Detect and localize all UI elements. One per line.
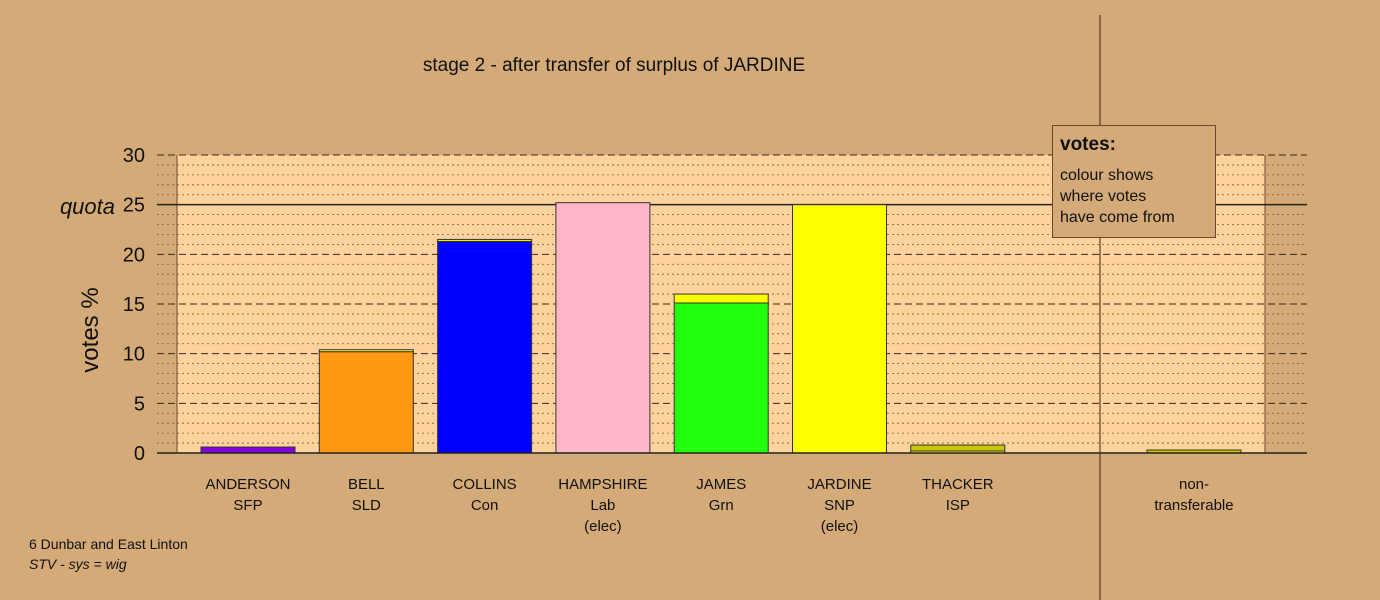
non-transferable-label: non- — [1179, 476, 1209, 493]
x-category-label: SFP — [233, 497, 262, 514]
bar-segment — [910, 444, 1006, 452]
x-category-label: SNP — [824, 497, 855, 514]
x-category-label: Con — [471, 497, 499, 514]
y-tick-label: 25 — [123, 195, 145, 217]
bar-segment — [792, 204, 887, 454]
bar-segment — [318, 351, 414, 454]
y-tick-label: 20 — [123, 244, 145, 266]
y-tick-label: 10 — [123, 344, 145, 366]
bar-segment — [673, 302, 769, 454]
bar-segment — [555, 202, 651, 454]
bar-segment — [673, 293, 769, 304]
legend-line: have come from — [1060, 209, 1175, 226]
x-category-label: HAMPSHIRE — [558, 476, 647, 493]
x-category-label: ISP — [946, 497, 970, 514]
x-category-label: JARDINE — [807, 476, 871, 493]
legend-title: votes: — [1060, 134, 1116, 155]
plot-area: 0 5 10 15 20 25 30 ANDERSON SFP BELL SLD COLLINS Con… — [123, 15, 1307, 600]
x-category-label: COLLINS — [452, 476, 516, 493]
y-tick-label: 5 — [134, 393, 145, 415]
x-category-label: Grn — [709, 497, 734, 514]
y-tick-label: 30 — [123, 145, 145, 167]
system-label: STV - sys = wig — [29, 556, 127, 572]
y-tick-label: 0 — [134, 443, 145, 465]
x-category-label: (elec) — [584, 518, 622, 535]
x-category-label: JAMES — [696, 476, 746, 493]
x-category-label: SLD — [352, 497, 381, 514]
footer: 6 Dunbar and East Linton STV - sys = wig — [29, 534, 188, 574]
non-transferable-label: transferable — [1154, 497, 1233, 514]
y-axis-label: votes % — [77, 287, 104, 372]
quota-label: quota — [60, 194, 115, 219]
bar-segment — [437, 240, 533, 454]
x-category-label: BELL — [348, 476, 385, 493]
x-category-label: ANDERSON — [205, 476, 290, 493]
x-category-label: (elec) — [821, 518, 859, 535]
y-tick-label: 15 — [123, 294, 145, 316]
legend-line: where votes — [1060, 188, 1147, 205]
bar-segment — [437, 238, 533, 242]
x-category-label: Lab — [590, 497, 615, 514]
bar-segment — [318, 349, 414, 353]
bar-segment — [200, 446, 296, 454]
legend-line: colour shows — [1060, 167, 1154, 184]
constituency-label: 6 Dunbar and East Linton — [29, 536, 188, 552]
chart-title: stage 2 - after transfer of surplus of J… — [423, 55, 805, 76]
x-category-label: THACKER — [922, 476, 994, 493]
legend: votes: colour shows where votes have com… — [1052, 125, 1216, 238]
